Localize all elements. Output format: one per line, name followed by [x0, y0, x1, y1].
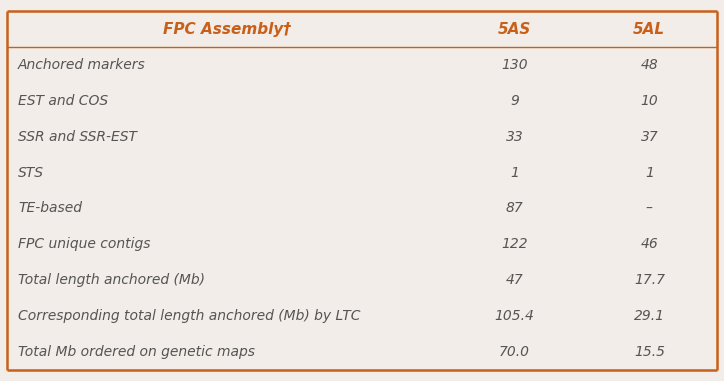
Text: 10: 10 — [641, 94, 658, 108]
Text: 37: 37 — [641, 130, 658, 144]
Text: 33: 33 — [505, 130, 523, 144]
Text: 1: 1 — [510, 166, 519, 179]
Text: 5AS: 5AS — [498, 22, 531, 37]
Text: EST and COS: EST and COS — [18, 94, 108, 108]
Text: 29.1: 29.1 — [634, 309, 665, 323]
Text: 5AL: 5AL — [634, 22, 665, 37]
Text: Corresponding total length anchored (Mb) by LTC: Corresponding total length anchored (Mb)… — [18, 309, 361, 323]
Text: Total length anchored (Mb): Total length anchored (Mb) — [18, 273, 205, 287]
Text: Anchored markers: Anchored markers — [18, 58, 146, 72]
Text: 9: 9 — [510, 94, 519, 108]
Text: 17.7: 17.7 — [634, 273, 665, 287]
Text: 87: 87 — [505, 202, 523, 215]
Text: FPC Assembly†: FPC Assembly† — [163, 22, 291, 37]
Text: 48: 48 — [641, 58, 658, 72]
Text: 122: 122 — [501, 237, 528, 251]
Text: SSR and SSR-EST: SSR and SSR-EST — [18, 130, 137, 144]
Text: TE-based: TE-based — [18, 202, 82, 215]
Text: 1: 1 — [645, 166, 654, 179]
Text: Total Mb ordered on genetic maps: Total Mb ordered on genetic maps — [18, 345, 255, 359]
Text: STS: STS — [18, 166, 44, 179]
Text: 15.5: 15.5 — [634, 345, 665, 359]
Text: 70.0: 70.0 — [499, 345, 530, 359]
Text: –: – — [646, 202, 653, 215]
Text: FPC unique contigs: FPC unique contigs — [18, 237, 151, 251]
Text: 105.4: 105.4 — [494, 309, 534, 323]
Text: 47: 47 — [505, 273, 523, 287]
Text: 130: 130 — [501, 58, 528, 72]
Text: 46: 46 — [641, 237, 658, 251]
